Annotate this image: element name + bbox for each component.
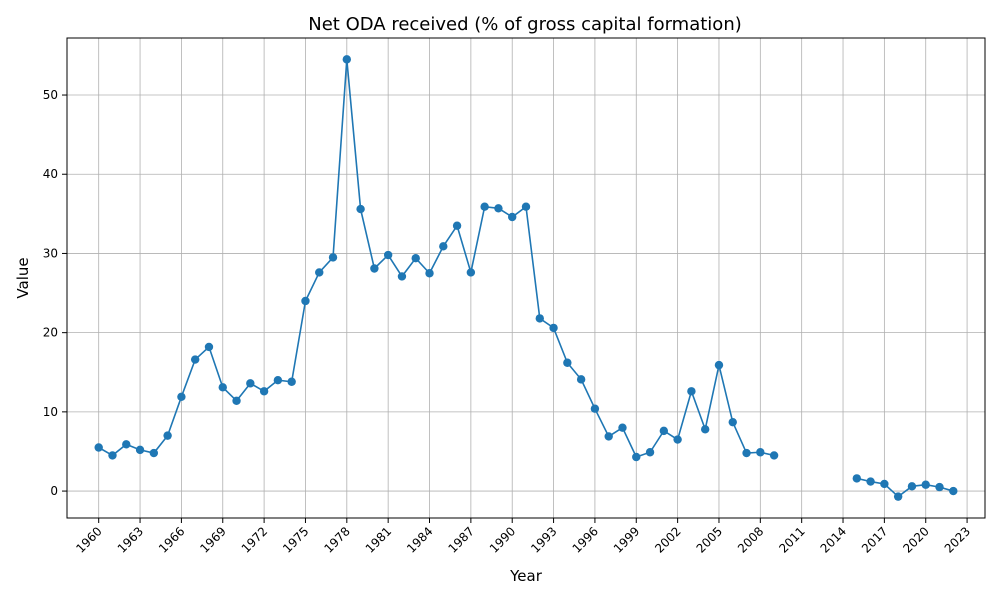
x-tick-label: 2008 — [735, 524, 766, 555]
data-point — [673, 435, 682, 444]
data-point — [852, 474, 862, 483]
data-point — [714, 360, 724, 370]
x-tick-label: 2002 — [652, 524, 683, 555]
x-tick-label: 1984 — [404, 524, 435, 555]
data-point — [204, 342, 214, 352]
x-tick-label: 2023 — [942, 524, 973, 555]
data-point — [590, 404, 600, 413]
data-point — [508, 212, 517, 222]
x-tick-label: 2011 — [776, 524, 807, 555]
data-point — [190, 355, 200, 364]
data-point — [397, 272, 407, 281]
data-point — [287, 377, 296, 386]
x-tick-label: 1960 — [73, 524, 104, 555]
data-point — [108, 451, 117, 460]
data-point — [604, 432, 613, 441]
data-point — [163, 431, 172, 440]
data-point — [949, 486, 958, 496]
data-point — [232, 396, 241, 405]
grid-layer — [67, 38, 985, 518]
data-point — [659, 426, 669, 436]
data-point — [177, 392, 186, 402]
data-point — [94, 443, 103, 452]
data-point — [521, 202, 531, 211]
x-tick-label: 1999 — [611, 524, 642, 555]
data-point — [935, 482, 944, 492]
data-point — [907, 482, 917, 491]
series-layer — [94, 55, 958, 501]
x-tick-label: 1969 — [197, 524, 228, 555]
x-tick-label: 1996 — [570, 524, 601, 555]
data-point — [411, 253, 420, 263]
data-point — [356, 204, 365, 214]
x-tick-label: 2020 — [900, 524, 931, 555]
data-point — [452, 221, 462, 230]
x-tick-label: 1972 — [239, 524, 270, 555]
x-tick-label: 1987 — [445, 524, 476, 555]
data-point — [273, 375, 283, 385]
data-point — [618, 423, 627, 432]
data-point — [149, 448, 159, 458]
data-point — [370, 264, 379, 273]
data-point — [756, 448, 765, 457]
data-point — [769, 451, 779, 460]
data-point — [122, 440, 131, 449]
y-axis: 0 10 20 30 40 50 — [43, 88, 67, 498]
x-tick-label: 1966 — [156, 524, 187, 555]
x-tick-label: 1990 — [487, 524, 518, 555]
y-axis-label: Value — [14, 257, 32, 298]
x-tick-label: 2017 — [859, 524, 890, 555]
data-point — [549, 323, 558, 333]
x-tick-label: 1981 — [363, 524, 394, 555]
y-tick-label: 40 — [43, 167, 58, 181]
x-tick-label: 1975 — [280, 524, 311, 555]
x-tick-label: 1978 — [321, 524, 352, 555]
y-tick-label: 10 — [43, 405, 58, 419]
x-axis-label: Year — [509, 567, 543, 585]
data-point — [576, 375, 586, 384]
y-tick-label: 0 — [50, 484, 58, 498]
data-point — [301, 296, 310, 306]
data-point — [135, 445, 145, 455]
data-point — [246, 379, 255, 388]
x-axis: 1960 1963 1966 1969 1972 1975 1978 1981 1984 1987… — [73, 518, 973, 556]
data-point — [439, 242, 448, 251]
data-point — [342, 55, 352, 64]
y-tick-label: 50 — [43, 88, 58, 102]
x-tick-label: 1963 — [115, 524, 146, 555]
data-point — [893, 492, 903, 501]
data-point — [563, 358, 572, 367]
data-point — [742, 448, 751, 458]
data-point — [315, 268, 324, 277]
data-point — [259, 387, 269, 396]
data-point — [425, 269, 434, 278]
data-point — [866, 477, 875, 486]
data-point — [687, 387, 696, 396]
data-point — [880, 479, 889, 489]
data-point — [480, 202, 489, 211]
data-point — [700, 425, 710, 434]
data-point — [645, 448, 655, 457]
x-tick-label: 2014 — [818, 524, 849, 555]
x-tick-label: 1993 — [528, 524, 559, 555]
data-point — [328, 253, 338, 262]
x-tick-label: 2005 — [694, 524, 725, 555]
chart-title: Net ODA received (% of gross capital for… — [308, 14, 742, 35]
data-point — [921, 480, 930, 489]
data-point — [466, 268, 476, 277]
plot-frame — [66, 37, 986, 519]
y-tick-label: 30 — [43, 246, 58, 260]
data-point — [632, 452, 641, 462]
series-line — [98, 59, 775, 459]
data-point — [494, 204, 503, 213]
data-point — [218, 383, 227, 392]
data-point — [535, 314, 544, 323]
y-tick-label: 20 — [43, 326, 58, 340]
data-point — [728, 417, 737, 427]
data-point — [383, 250, 393, 260]
